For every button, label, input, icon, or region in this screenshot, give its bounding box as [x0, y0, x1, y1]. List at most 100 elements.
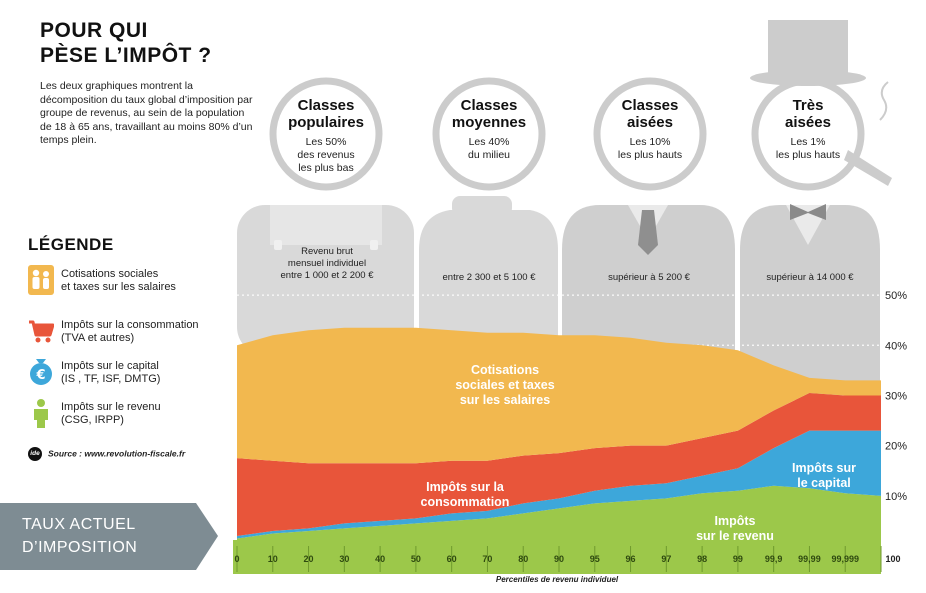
income-populaires: Revenu brut mensuel individuel entre 1 0… [257, 246, 397, 282]
x-tick-label: 95 [590, 554, 600, 564]
area-cotisations-sociales-et-taxes-sur-les-salaires [237, 327, 881, 464]
group-sub-1: Les 10% [629, 136, 671, 148]
legend-label-line1: Impôts sur le revenu [61, 401, 161, 413]
label-revenu: Impôts sur le revenu [670, 514, 800, 544]
svg-text:€: € [35, 368, 45, 383]
x-tick-label: 99 [733, 554, 743, 564]
income-line-1: Revenu brut [301, 246, 353, 257]
legend-title: LÉGENDE [28, 235, 114, 254]
x-ticks: 0 10 20 30 40 50 60 70 80 90 95 96 97 98 99 99,9 99,99 99… [234, 546, 901, 572]
x-tick-label: 0 [234, 554, 239, 564]
y-tick-label: 20% [885, 441, 907, 453]
group-sub-1: Les 40% [468, 136, 510, 148]
label-line: consommation [420, 495, 510, 509]
group-circles [269, 20, 892, 191]
x-tick-label: 97 [661, 554, 671, 564]
silhouette-tres-aisees [740, 205, 880, 400]
group-sub-3: les plus bas [298, 162, 354, 174]
silhouette-moyennes-collar [452, 196, 512, 216]
overall-button-left [274, 240, 282, 250]
shopping-cart-icon [29, 320, 54, 343]
label-consommation: Impôts sur la consommation [390, 480, 540, 510]
bowtie [790, 204, 826, 220]
legend-item-cotisations: Cotisations sociales et taxes sur les sa… [28, 265, 248, 299]
people-icon [28, 265, 54, 295]
y-ticks: 10% 20% 30% 40% 50% [885, 290, 907, 503]
taux-actuel-label: TAUX ACTUEL D’IMPOSITION [22, 513, 137, 559]
top-hat-brim [750, 70, 866, 86]
legend-label-line1: Cotisations sociales [61, 268, 159, 280]
smoke-icon [879, 81, 889, 121]
label-line: sociales et taxes [455, 378, 555, 392]
y-tick-label: 30% [885, 390, 907, 402]
taux-actuel-banner [0, 503, 218, 570]
legend-label-line1: Impôts sur la consommation [61, 319, 199, 331]
source-text: Source : www.revolution-fiscale.fr [48, 448, 186, 459]
label-line: sur le revenu [696, 529, 774, 543]
x-tick-label: 20 [304, 554, 314, 564]
cigar-icon [844, 150, 892, 186]
group-moyennes: Classes moyennes Les 40% du milieu [439, 97, 539, 162]
label-cotisations: Cotisations sociales et taxes sur les sa… [425, 363, 585, 408]
x-tick-label: 50 [411, 554, 421, 564]
x-tick-label: 99,99 [798, 554, 821, 564]
x-tick-label: 80 [518, 554, 528, 564]
euro-coin-icon: € [30, 359, 52, 385]
x-tick-label: 99,999 [831, 554, 859, 564]
person-icon [34, 399, 48, 428]
group-sub-1: Les 1% [790, 136, 826, 148]
silhouette-populaires-shirt [270, 205, 382, 245]
circle-populaires [269, 77, 383, 191]
label-line: Impôts sur [792, 461, 856, 475]
label-capital: Impôts sur le capital [770, 461, 878, 491]
x-tick-label: 40 [375, 554, 385, 564]
label-line: Cotisations [470, 363, 540, 377]
legend-item-consommation: Impôts sur la consommation (TVA et autre… [28, 316, 248, 350]
label-line: Impôts sur la [426, 480, 504, 494]
group-populaires: Classes populaires Les 50% des revenus l… [276, 97, 376, 175]
group-sub-2: les plus hauts [617, 149, 683, 161]
income-line-2: mensuel individuel [287, 258, 367, 269]
x-tick-label: 30 [339, 554, 349, 564]
label-line: le capital [797, 476, 851, 490]
title-line-1: POUR QUI [40, 19, 148, 42]
group-title-2: moyennes [451, 114, 527, 131]
top-hat-icon [768, 20, 848, 76]
income-moyennes: entre 2 300 et 5 100 € [442, 272, 536, 283]
group-title-1: Classes [621, 97, 679, 114]
group-sub-2: du milieu [467, 149, 511, 161]
income-aisees: supérieur à 5 200 € [608, 272, 690, 283]
taux-line-1: TAUX ACTUEL [22, 516, 136, 533]
group-sub-2: les plus hauts [775, 149, 841, 161]
circle-aisees [593, 77, 707, 191]
x-tick-label: 99,9 [765, 554, 783, 564]
group-sub-2: des revenus [297, 149, 355, 161]
legend-label-line2: (IS , TF, ISF, DMTG) [61, 373, 161, 385]
page-title: POUR QUI PÈSE L’IMPÔT ? [40, 18, 240, 68]
x-tick-label: 98 [697, 554, 707, 564]
legend-label-line2: (CSG, IRPP) [61, 414, 124, 426]
legend-item-capital: € Impôts sur le capital (IS , TF, ISF, D… [28, 357, 248, 391]
y-tick-label: 50% [885, 290, 907, 302]
source: ide Source : www.revolution-fiscale.fr [28, 447, 185, 461]
legend-label-line2: et taxes sur les salaires [61, 281, 176, 293]
group-title-2: aisées [785, 114, 831, 131]
circle-moyennes [432, 77, 546, 191]
x-tick-label: 100 [885, 554, 900, 564]
x-tick-label: 10 [268, 554, 278, 564]
label-line: Impôts [714, 514, 756, 528]
income-line-3: entre 1 000 et 2 200 € [280, 270, 374, 281]
x-axis-label: Percentiles de revenu individuel [496, 575, 619, 584]
legend-label-line2: (TVA et autres) [61, 332, 135, 344]
stacked-areas [237, 327, 881, 546]
group-aisees: Classes aisées Les 10% les plus hauts [600, 97, 700, 162]
tie [638, 210, 658, 255]
x-tick-label: 90 [554, 554, 564, 564]
income-tres-aisees: supérieur à 14 000 € [766, 272, 854, 283]
description: Les deux graphiques montrent la décompos… [40, 80, 253, 146]
area-imp-ts-sur-la-consommation [237, 392, 881, 536]
group-tres-aisees: Très aisées Les 1% les plus hauts [758, 97, 858, 162]
group-title-1: Classes [297, 97, 355, 114]
legend-label-line1: Impôts sur le capital [61, 360, 159, 372]
